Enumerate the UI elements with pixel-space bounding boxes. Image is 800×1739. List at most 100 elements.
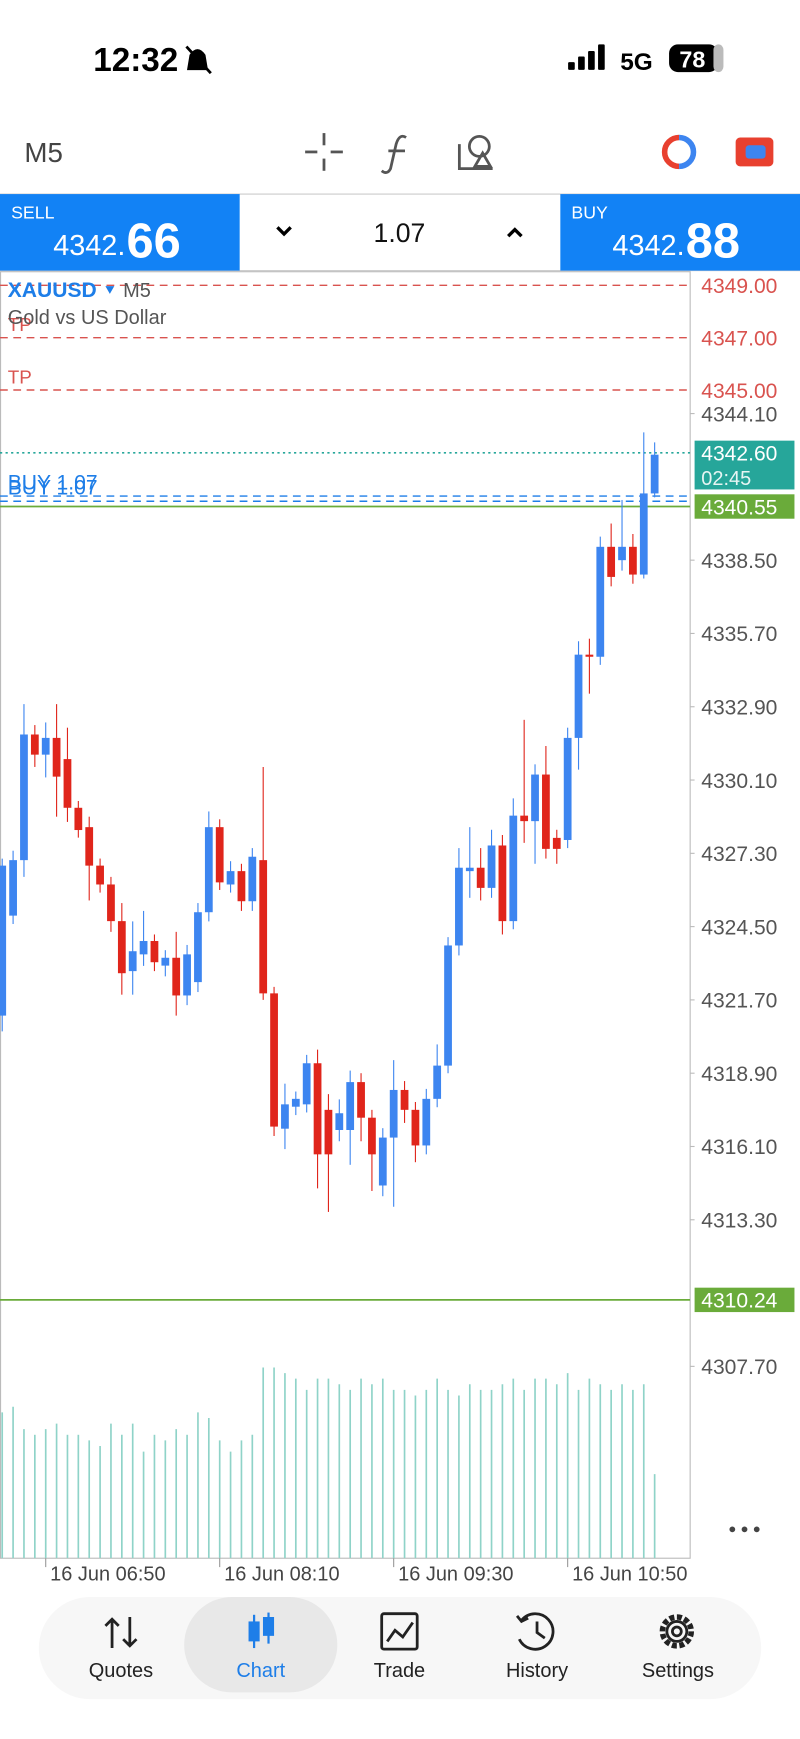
signal-icon (568, 44, 605, 70)
candle-body (520, 815, 529, 822)
bid_price-tag (694, 494, 795, 519)
symbol[interactable]: XAUUSD (8, 279, 97, 302)
candle-body (52, 737, 61, 777)
candle-body (411, 1109, 420, 1146)
candle-body (270, 993, 278, 1127)
candle-body (650, 454, 659, 494)
crosshair-button[interactable] (305, 133, 343, 171)
sell-price-main: 4342. (53, 230, 125, 262)
candle-body (639, 493, 648, 575)
buy-button[interactable]: BUY 4342. 88 (560, 194, 800, 271)
settings-icon (659, 1614, 695, 1649)
nav-trade[interactable]: Trade (374, 1660, 425, 1682)
plot-area (0, 271, 691, 1559)
y-tick-label: 4335.70 (701, 623, 777, 646)
candle-body (422, 1098, 431, 1146)
more-button[interactable] (729, 1526, 760, 1533)
candle-body (455, 867, 463, 946)
candle-body (248, 856, 257, 902)
trade-panel: SELL 4342. 66 1.07 BUY 4342. 88 (0, 193, 800, 272)
candle-body (139, 941, 148, 955)
y-tick-label: 4332.90 (701, 697, 777, 720)
candle-body (498, 845, 507, 922)
volume-down[interactable] (276, 226, 292, 237)
candle-body (596, 546, 605, 657)
candle-body (85, 827, 94, 866)
nav-chart[interactable]: Chart (236, 1660, 285, 1682)
indicators-button[interactable] (380, 134, 407, 174)
candle-body (194, 912, 202, 983)
candle-body (487, 845, 496, 888)
network-label: 5G (620, 49, 653, 76)
candle-body (509, 815, 518, 922)
y-tick-label: 4324.50 (701, 916, 777, 939)
buy-price-main: 4342. (612, 230, 684, 262)
timeframe-button[interactable]: M5 (24, 137, 63, 168)
candle-body (368, 1117, 376, 1155)
candle-body (378, 1137, 387, 1186)
candle-body (607, 546, 616, 577)
candle-body (346, 1082, 355, 1130)
bid_price-label: 4340.55 (701, 496, 777, 519)
last_price-label: 4342.60 (701, 443, 777, 466)
history-icon (515, 1612, 555, 1651)
candle-body (96, 865, 104, 885)
candle-body (150, 941, 159, 963)
volume-up[interactable] (507, 227, 523, 238)
candle-body (629, 546, 637, 575)
x-tick-label: 16 Jun 10:50 (572, 1563, 687, 1585)
low_line-label: 4310.24 (701, 1290, 777, 1313)
mute-icon (185, 45, 212, 75)
sell-label: SELL (11, 202, 55, 222)
sell-button[interactable]: SELL 4342. 66 (0, 194, 240, 271)
candle-body (9, 860, 17, 916)
clock: 12:32 (93, 42, 178, 79)
chart-timeframe: M5 (123, 280, 151, 302)
volume-input[interactable]: 1.07 (374, 218, 426, 248)
y-tick-label: 4321.70 (701, 990, 777, 1013)
candle-body (389, 1089, 398, 1138)
candle-body (183, 954, 191, 996)
candle-body (563, 737, 572, 840)
level-text: TP (8, 314, 32, 335)
sell-price-big: 66 (126, 214, 180, 268)
candle-body (465, 867, 474, 872)
y-tick-label: 4338.50 (701, 550, 777, 573)
candle-body (357, 1082, 365, 1118)
level-price: 4345.00 (701, 380, 777, 403)
level-price: 4349.00 (701, 275, 777, 298)
candle-body (107, 884, 115, 922)
candle-body (215, 827, 224, 883)
symbol-dropdown[interactable] (105, 286, 115, 294)
y-tick-label: 4330.10 (701, 770, 777, 793)
candle-body (444, 945, 452, 1066)
level-text: TP (8, 366, 32, 387)
candle-body (161, 957, 170, 966)
nav-settings[interactable]: Settings (642, 1660, 714, 1682)
candle-body (63, 759, 72, 808)
candle-body (476, 867, 485, 888)
objects-button[interactable] (457, 135, 493, 170)
trade-mode-button[interactable] (661, 134, 697, 170)
battery-body (669, 44, 718, 73)
candle-body (20, 734, 28, 861)
toolbar: M5 (24, 133, 774, 174)
candle-body (618, 546, 626, 561)
candle-body (30, 734, 39, 755)
buy-price-big: 88 (686, 214, 740, 268)
nav-quotes[interactable]: Quotes (89, 1660, 153, 1682)
x-tick-label: 16 Jun 06:50 (50, 1563, 165, 1585)
low_line-tag (694, 1287, 795, 1313)
candle-body (281, 1104, 289, 1129)
candle-body (128, 951, 137, 972)
y-tick-label: 4313.30 (701, 1210, 777, 1233)
nav-history[interactable]: History (506, 1660, 568, 1682)
one-click-button[interactable] (735, 137, 774, 167)
last_price-tag (694, 440, 795, 490)
candle-body (585, 654, 594, 657)
status-bar: 12:32 5G 78 (93, 42, 724, 79)
